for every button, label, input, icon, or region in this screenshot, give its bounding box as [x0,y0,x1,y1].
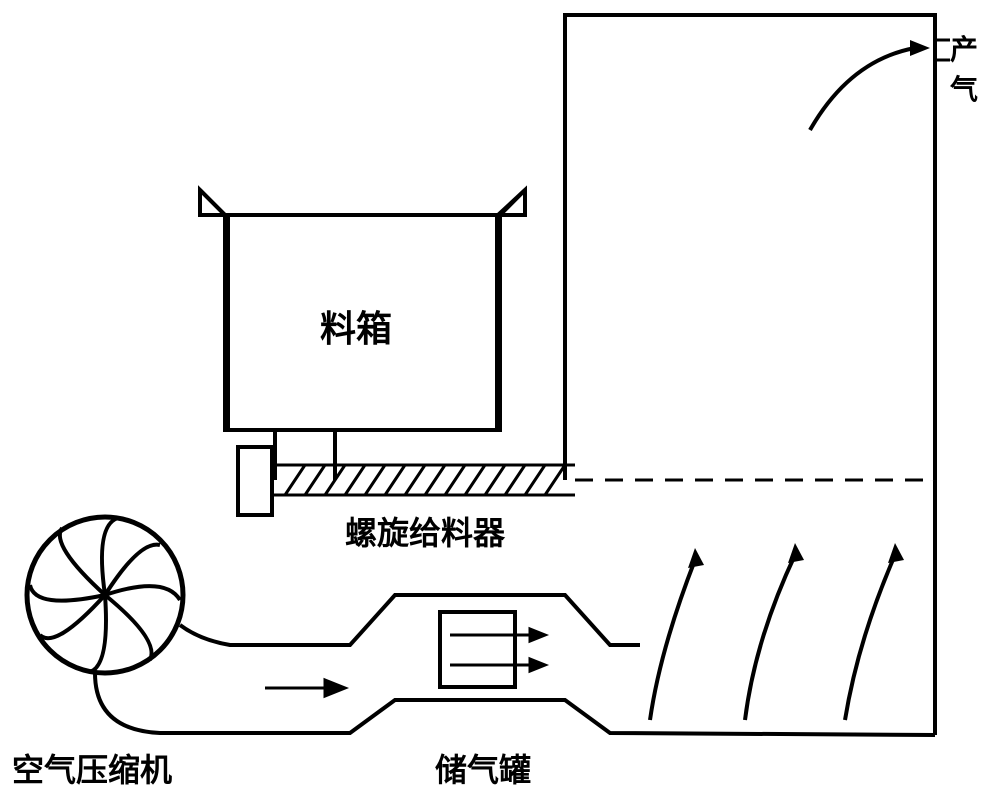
gas-output-label: 产气 [950,28,990,108]
screw-feeder-hatching [285,465,565,495]
reactor-vessel [565,15,935,735]
compressor-blades [30,518,180,672]
rising-arrow-2 [745,543,804,720]
flow-arrow-1 [265,680,345,696]
rising-arrow-1 [650,548,704,720]
compressor-label: 空气压缩机 [12,745,172,791]
screw-feeder-motor [238,447,272,515]
diagram-canvas [0,0,990,798]
air-duct-top [180,595,620,645]
gas-output-arrow [810,40,930,130]
flow-arrow-2 [450,629,545,641]
screw-feeder-label: 螺旋给料器 [345,508,505,554]
flow-arrow-3 [450,659,545,671]
hopper-label: 料箱 [320,300,392,352]
gas-tank-inner [440,612,515,687]
rising-arrow-3 [845,543,904,720]
gas-tank-label: 储气罐 [435,745,531,791]
